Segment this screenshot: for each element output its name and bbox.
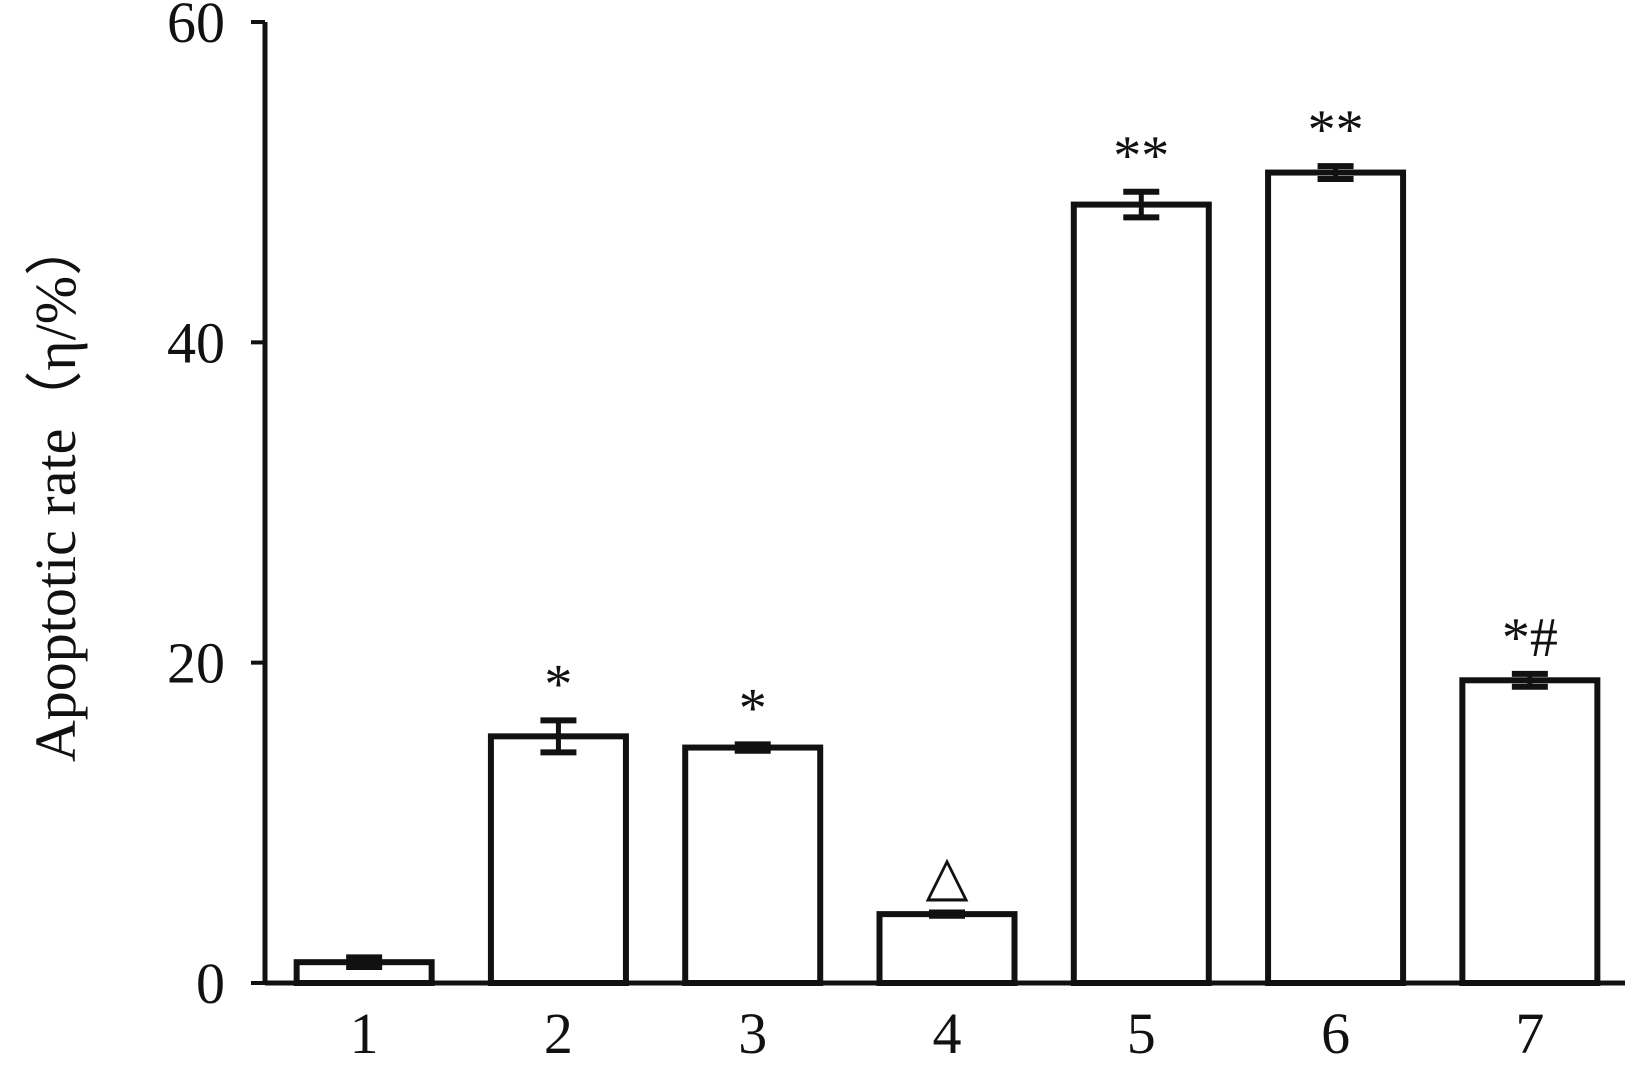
y-tick-label: 20 bbox=[167, 631, 225, 696]
x-axis: 1 2 3 4 5 6 7 bbox=[265, 980, 1625, 1066]
y-tick-label: 0 bbox=[196, 951, 225, 1016]
bar-5 bbox=[1070, 201, 1212, 986]
y-axis: 0 20 40 60 bbox=[167, 0, 268, 1016]
y-axis-title: Apoptotic rate（η/%） bbox=[23, 218, 88, 762]
error-bars bbox=[346, 163, 1548, 970]
y-tick-label: 40 bbox=[167, 310, 225, 375]
bar-4 bbox=[876, 911, 1018, 987]
bar-2 bbox=[487, 733, 629, 986]
bar-6 bbox=[1265, 169, 1407, 987]
x-tick-label: 5 bbox=[1127, 1001, 1156, 1066]
significance-label-3: * bbox=[739, 677, 767, 739]
significance-annotations: * *△** ***# bbox=[544, 99, 1557, 907]
significance-label-4: △ bbox=[925, 846, 968, 908]
bar-7 bbox=[1459, 677, 1601, 986]
significance-label-7: *# bbox=[1502, 607, 1558, 669]
x-tick-label: 4 bbox=[933, 1001, 962, 1066]
significance-label-2: * bbox=[544, 653, 572, 715]
x-tick-label: 6 bbox=[1321, 1001, 1350, 1066]
y-tick-label: 60 bbox=[167, 0, 225, 55]
significance-label-6: ** bbox=[1308, 99, 1364, 161]
x-tick-label: 2 bbox=[544, 1001, 573, 1066]
bar-3 bbox=[682, 744, 824, 986]
bars bbox=[293, 169, 1601, 987]
x-tick-label: 3 bbox=[738, 1001, 767, 1066]
x-tick-label: 7 bbox=[1515, 1001, 1544, 1066]
x-tick-label: 1 bbox=[350, 1001, 379, 1066]
significance-label-5: ** bbox=[1113, 125, 1169, 187]
